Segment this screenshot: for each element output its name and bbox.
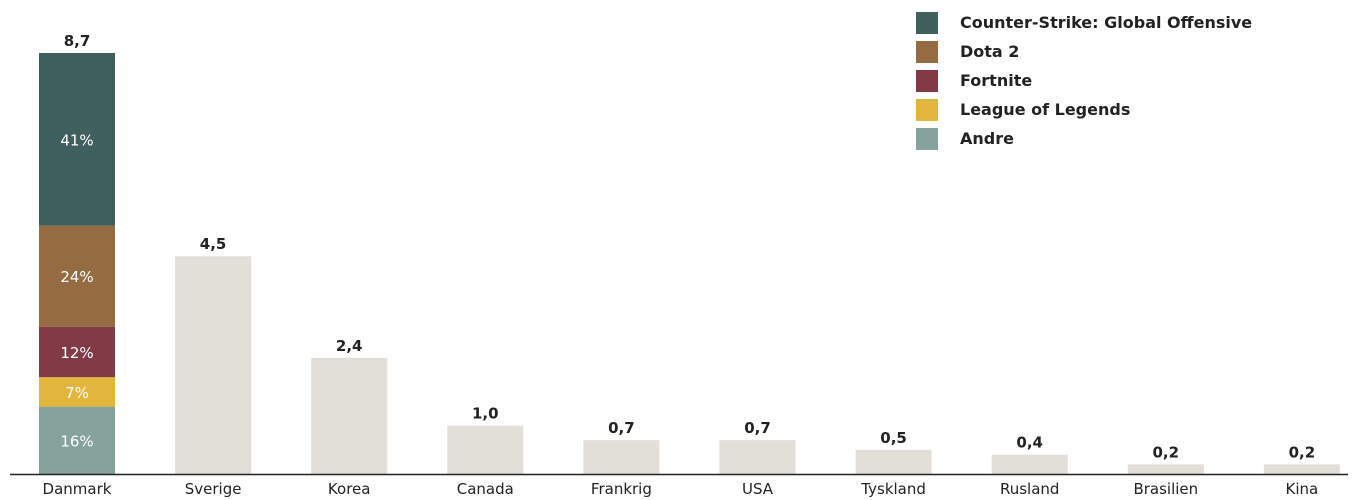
segment-label: 41% bbox=[60, 131, 93, 149]
legend-swatch bbox=[916, 127, 938, 150]
x-tick-label: Tyskland bbox=[860, 480, 926, 498]
legend-swatch bbox=[916, 40, 938, 63]
x-tick-label: Sverige bbox=[185, 480, 242, 498]
legend-swatch bbox=[916, 98, 938, 121]
legend-label: Dota 2 bbox=[960, 42, 1020, 61]
data-label: 8,7 bbox=[64, 32, 91, 50]
legend-label: Counter-Strike: Global Offensive bbox=[960, 13, 1253, 32]
data-label: 2,4 bbox=[336, 337, 363, 355]
segment-label: 7% bbox=[65, 384, 89, 402]
legend-swatch bbox=[916, 11, 938, 34]
legend-label: Fortnite bbox=[960, 71, 1033, 90]
legend-label: League of Legends bbox=[960, 100, 1131, 119]
bar-sverige bbox=[175, 256, 252, 474]
x-tick-label: Canada bbox=[457, 480, 514, 498]
data-label: 1,0 bbox=[472, 405, 499, 423]
bar-tyskland bbox=[855, 449, 932, 474]
bar-usa bbox=[719, 440, 796, 474]
segment-label: 24% bbox=[60, 268, 93, 286]
data-label: 0,4 bbox=[1016, 434, 1043, 452]
segment-label: 16% bbox=[60, 432, 93, 450]
x-tick-label: Korea bbox=[328, 480, 371, 498]
x-tick-label: Brasilien bbox=[1133, 480, 1198, 498]
data-label: 4,5 bbox=[200, 235, 227, 253]
x-tick-label: Rusland bbox=[1000, 480, 1059, 498]
stack-segment-andre bbox=[39, 406, 115, 474]
data-label: 0,5 bbox=[880, 429, 907, 447]
bar-frankrig bbox=[583, 440, 660, 474]
legend-item-league-of-legends: League of Legends bbox=[916, 95, 1252, 124]
legend-item-fortnite: Fortnite bbox=[916, 66, 1252, 95]
bar-rusland bbox=[991, 454, 1068, 474]
legend-item-andre: Andre bbox=[916, 124, 1252, 153]
data-label: 0,2 bbox=[1153, 443, 1180, 461]
stack-segment-league-of-legends bbox=[39, 377, 115, 407]
x-tick-label: Kina bbox=[1286, 480, 1319, 498]
legend-item-csgo: Counter-Strike: Global Offensive bbox=[916, 8, 1252, 37]
x-tick-label: Danmark bbox=[43, 480, 112, 498]
legend-label: Andre bbox=[960, 129, 1014, 148]
legend-swatch bbox=[916, 69, 938, 92]
stack-segment-counter-strike-global-offensive bbox=[39, 53, 115, 226]
bar-kina bbox=[1263, 464, 1340, 474]
bar-canada bbox=[447, 425, 524, 474]
legend: Counter-Strike: Global Offensive Dota 2 … bbox=[916, 8, 1252, 153]
data-label: 0,7 bbox=[744, 419, 771, 437]
bar-korea bbox=[311, 357, 388, 474]
stack-segment-dota-2 bbox=[39, 225, 115, 327]
segment-label: 12% bbox=[60, 344, 93, 362]
x-tick-label: Frankrig bbox=[591, 480, 652, 498]
legend-item-dota-2: Dota 2 bbox=[916, 37, 1252, 66]
stack-segment-fortnite bbox=[39, 326, 115, 378]
x-tick-label: USA bbox=[742, 480, 774, 498]
data-label: 0,2 bbox=[1289, 443, 1316, 461]
data-label: 0,7 bbox=[608, 419, 635, 437]
bar-brasilien bbox=[1127, 464, 1204, 474]
